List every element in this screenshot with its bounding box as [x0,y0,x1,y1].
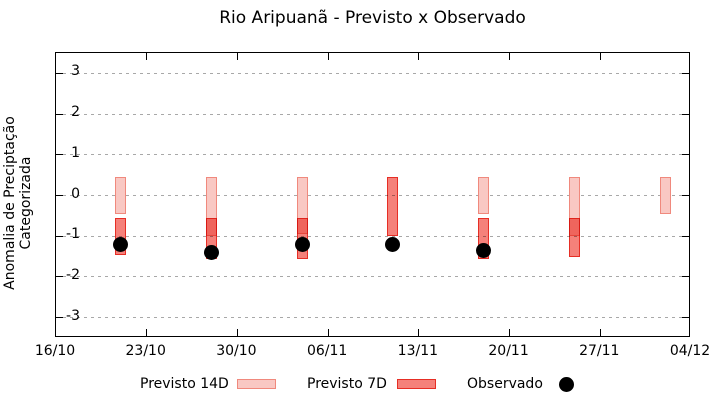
legend-swatch-previsto-7d-icon [396,379,436,389]
legend-label-previsto-7d: Previsto 7D [307,376,387,392]
y-tick-right [682,235,689,237]
x-tick-label: 06/11 [306,343,348,359]
y-tick-left [56,154,63,156]
y-tick-right [682,154,689,156]
y-tick-label: 2 [71,104,80,121]
gridline-y3 [56,72,689,74]
observed-dot [385,236,401,252]
forecast-7d-bar [115,217,127,255]
x-tick-bottom [418,329,420,336]
gridline-y-2 [56,276,689,278]
y-tick-label: 1 [71,144,80,161]
x-tick-bottom [599,329,601,336]
x-tick-label: 30/10 [216,343,257,359]
observed-dot [113,236,129,252]
forecast-7d-bar [478,217,490,259]
legend-label-previsto-14d: Previsto 14D [140,376,229,392]
y-tick-left [56,195,63,196]
observed-dot [476,242,492,258]
y-tick-left [56,235,63,237]
x-tick-label: 16/10 [34,343,76,359]
x-tick-bottom [146,329,148,336]
gridline-y-1 [56,235,689,237]
y-tick-left [56,113,63,115]
y-tick-left [56,317,63,319]
gridline-y1 [56,154,689,156]
x-tick-label: 23/10 [125,343,166,359]
chart-title: Rio Aripuanã - Previsto x Observado [219,8,526,28]
y-tick-label: -2 [66,266,80,283]
y-tick-right [682,72,689,74]
forecast-14d-bar [478,177,490,214]
observed-dot [204,245,219,260]
forecast-7d-bar [568,217,580,257]
y-tick-right [682,113,689,115]
x-tick-label: 13/11 [397,343,439,359]
x-tick-top [509,53,511,60]
y-tick-right [682,195,689,196]
x-tick-label: 20/11 [488,343,529,359]
y-tick-label: 3 [71,63,80,80]
x-tick-bottom [509,329,511,336]
x-tick-label: 04/12 [669,343,711,359]
forecast-7d-bar [387,177,399,237]
legend-label-observado: Observado [467,376,543,392]
legend-swatch-previsto-14d-icon [236,379,276,389]
y-tick-left [56,276,63,278]
x-tick-bottom [327,329,329,336]
x-tick-top [418,53,420,60]
y-tick-right [682,317,689,319]
x-tick-top [146,53,148,60]
y-tick-right [682,276,689,278]
y-tick-label: -3 [66,307,80,324]
x-tick-top [327,53,329,60]
y-tick-label: -1 [66,226,80,243]
y-tick-left [56,72,63,74]
y-tick-label: 0 [71,185,80,202]
x-tick-top [236,53,238,60]
gridline-y0 [56,195,689,196]
legend-item-previsto-7d: Previsto 7D [307,376,436,392]
forecast-14d-bar [659,177,671,214]
legend-item-observado: Observado [467,376,574,392]
x-tick-top [599,53,601,60]
observed-dot [294,236,310,252]
legend-item-previsto-14d: Previsto 14D [140,376,276,392]
legend-observado-dot-icon [558,376,574,392]
gridline-y2 [56,113,689,115]
x-tick-bottom [236,329,238,336]
plot-area [55,52,690,337]
gridline-y-3 [56,317,689,319]
forecast-14d-bar [115,177,127,214]
y-axis-label: Anomalia de Preciptação Categorizada [2,116,34,290]
x-tick-label: 27/11 [579,343,620,359]
